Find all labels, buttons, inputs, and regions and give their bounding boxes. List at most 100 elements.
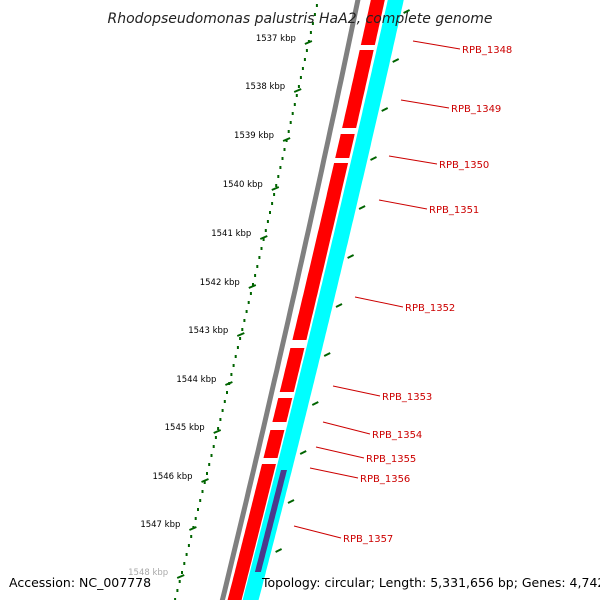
ruler-dot xyxy=(281,157,284,160)
ruler-dot xyxy=(299,76,302,79)
rna-feature xyxy=(254,470,287,572)
forward-cds-feature xyxy=(360,0,385,45)
scale-tick xyxy=(282,137,291,142)
ruler-dot xyxy=(271,202,274,205)
ruler-dot xyxy=(199,499,202,502)
gene-label-leader xyxy=(354,296,404,308)
ruler-dot xyxy=(243,319,246,322)
ruler-dot xyxy=(301,67,304,70)
ruler-dot xyxy=(201,490,204,493)
outer-tick xyxy=(347,254,355,259)
gene-labels: RPB_1348 RPB_1349 RPB_1350 RPB_1351 RPB_1352… xyxy=(293,40,512,545)
scale-tick-label: 1545 kbp xyxy=(165,423,205,433)
ruler-dot xyxy=(247,301,250,304)
forward-cds-feature xyxy=(227,464,276,600)
gene-label-leader xyxy=(400,99,450,109)
ruler-dot xyxy=(297,85,300,88)
outer-tick xyxy=(275,548,283,553)
forward-cds-feature xyxy=(335,134,355,158)
scale-tick xyxy=(213,429,222,434)
scale-tick xyxy=(248,284,257,289)
ruler-dot xyxy=(181,571,183,574)
ruler-dot xyxy=(210,454,213,457)
gene-label: RPB_1348 xyxy=(462,45,512,56)
forward-strand-track xyxy=(227,0,385,600)
scale-tick xyxy=(271,186,280,191)
outer-tick xyxy=(392,58,400,63)
scale-tick xyxy=(176,574,185,579)
ruler-dot xyxy=(283,148,286,151)
scale-tick xyxy=(225,381,233,386)
outer-tick xyxy=(358,205,366,210)
scale-tick-label: 1539 kbp xyxy=(234,131,274,141)
gene-label-leader xyxy=(322,421,371,435)
ruler-dot xyxy=(315,4,318,7)
ruler-dot xyxy=(305,49,308,52)
ruler-dot xyxy=(203,481,206,484)
ruler-dot xyxy=(260,247,263,250)
scale-tick-label: 1546 kbp xyxy=(152,472,192,482)
gene-label: RPB_1350 xyxy=(439,160,489,171)
ruler-dot xyxy=(291,112,294,115)
gene-label: RPB_1354 xyxy=(372,430,422,441)
ruler-dot xyxy=(313,13,316,16)
ruler-dot xyxy=(183,562,186,565)
ruler-dot xyxy=(221,409,224,412)
outer-tick xyxy=(370,156,377,161)
ruler-dot xyxy=(289,121,292,124)
scale-ruler: 1537 kbp 1538 kbp 1539 kbp 1540 kbp 1541 kbp… xyxy=(128,4,411,600)
reverse-cds-feature xyxy=(242,0,404,600)
gene-label: RPB_1349 xyxy=(451,104,501,115)
ruler-dot xyxy=(264,229,267,232)
scale-tick-label: 1538 kbp xyxy=(245,82,285,92)
genome-backbone xyxy=(219,0,361,600)
ruler-dot xyxy=(295,94,298,97)
ruler-dot xyxy=(194,517,197,520)
outer-tick xyxy=(311,401,319,406)
ruler-dot xyxy=(266,220,269,223)
ruler-dot xyxy=(223,400,226,403)
ruler-dot xyxy=(219,418,222,421)
ruler-dot xyxy=(256,265,259,268)
ruler-dot xyxy=(269,211,271,214)
scale-tick xyxy=(189,526,197,531)
forward-cds-feature xyxy=(292,163,349,340)
ruler-dot xyxy=(287,130,290,133)
outer-tick xyxy=(335,303,343,308)
ruler-dot xyxy=(230,373,233,376)
map-title: Rhodopseudomonas palustris HaA2, complet… xyxy=(107,11,492,27)
scale-tick-label: 1543 kbp xyxy=(188,326,228,336)
forward-cds-feature xyxy=(279,348,305,392)
backbone-track xyxy=(219,0,361,600)
scale-tick-label: 1548 kbp xyxy=(128,568,168,578)
scale-tick xyxy=(293,88,302,93)
scale-tick xyxy=(236,332,245,337)
forward-cds-feature xyxy=(263,430,285,458)
ruler-dot xyxy=(273,193,276,196)
scale-tick-label: 1537 kbp xyxy=(256,34,296,44)
ruler-dot xyxy=(252,283,254,286)
scale-tick xyxy=(259,235,268,240)
gene-label: RPB_1352 xyxy=(405,303,455,314)
ruler-dot xyxy=(174,598,177,600)
gene-label-leader xyxy=(388,155,438,165)
reverse-strand-track xyxy=(242,0,404,600)
ruler-dot xyxy=(262,238,265,241)
ruler-dot xyxy=(275,184,278,187)
ruler-dot xyxy=(226,391,228,394)
genome-summary-text: Topology: circular; Length: 5,331,656 bp… xyxy=(261,575,600,590)
ruler-dot xyxy=(277,175,280,178)
ruler-dot xyxy=(254,274,257,277)
ruler-dot xyxy=(311,22,314,25)
ruler-dot xyxy=(197,508,199,511)
gene-label-leader xyxy=(293,525,342,539)
ruler-dot xyxy=(249,292,252,295)
scale-tick-label: 1547 kbp xyxy=(140,520,180,530)
scale-tick-label: 1541 kbp xyxy=(211,229,251,239)
scale-tick xyxy=(304,40,313,45)
ruler-dot xyxy=(293,103,296,106)
ruler-dot xyxy=(214,436,217,439)
ruler-dot xyxy=(190,535,193,538)
ruler-dot xyxy=(236,346,239,349)
